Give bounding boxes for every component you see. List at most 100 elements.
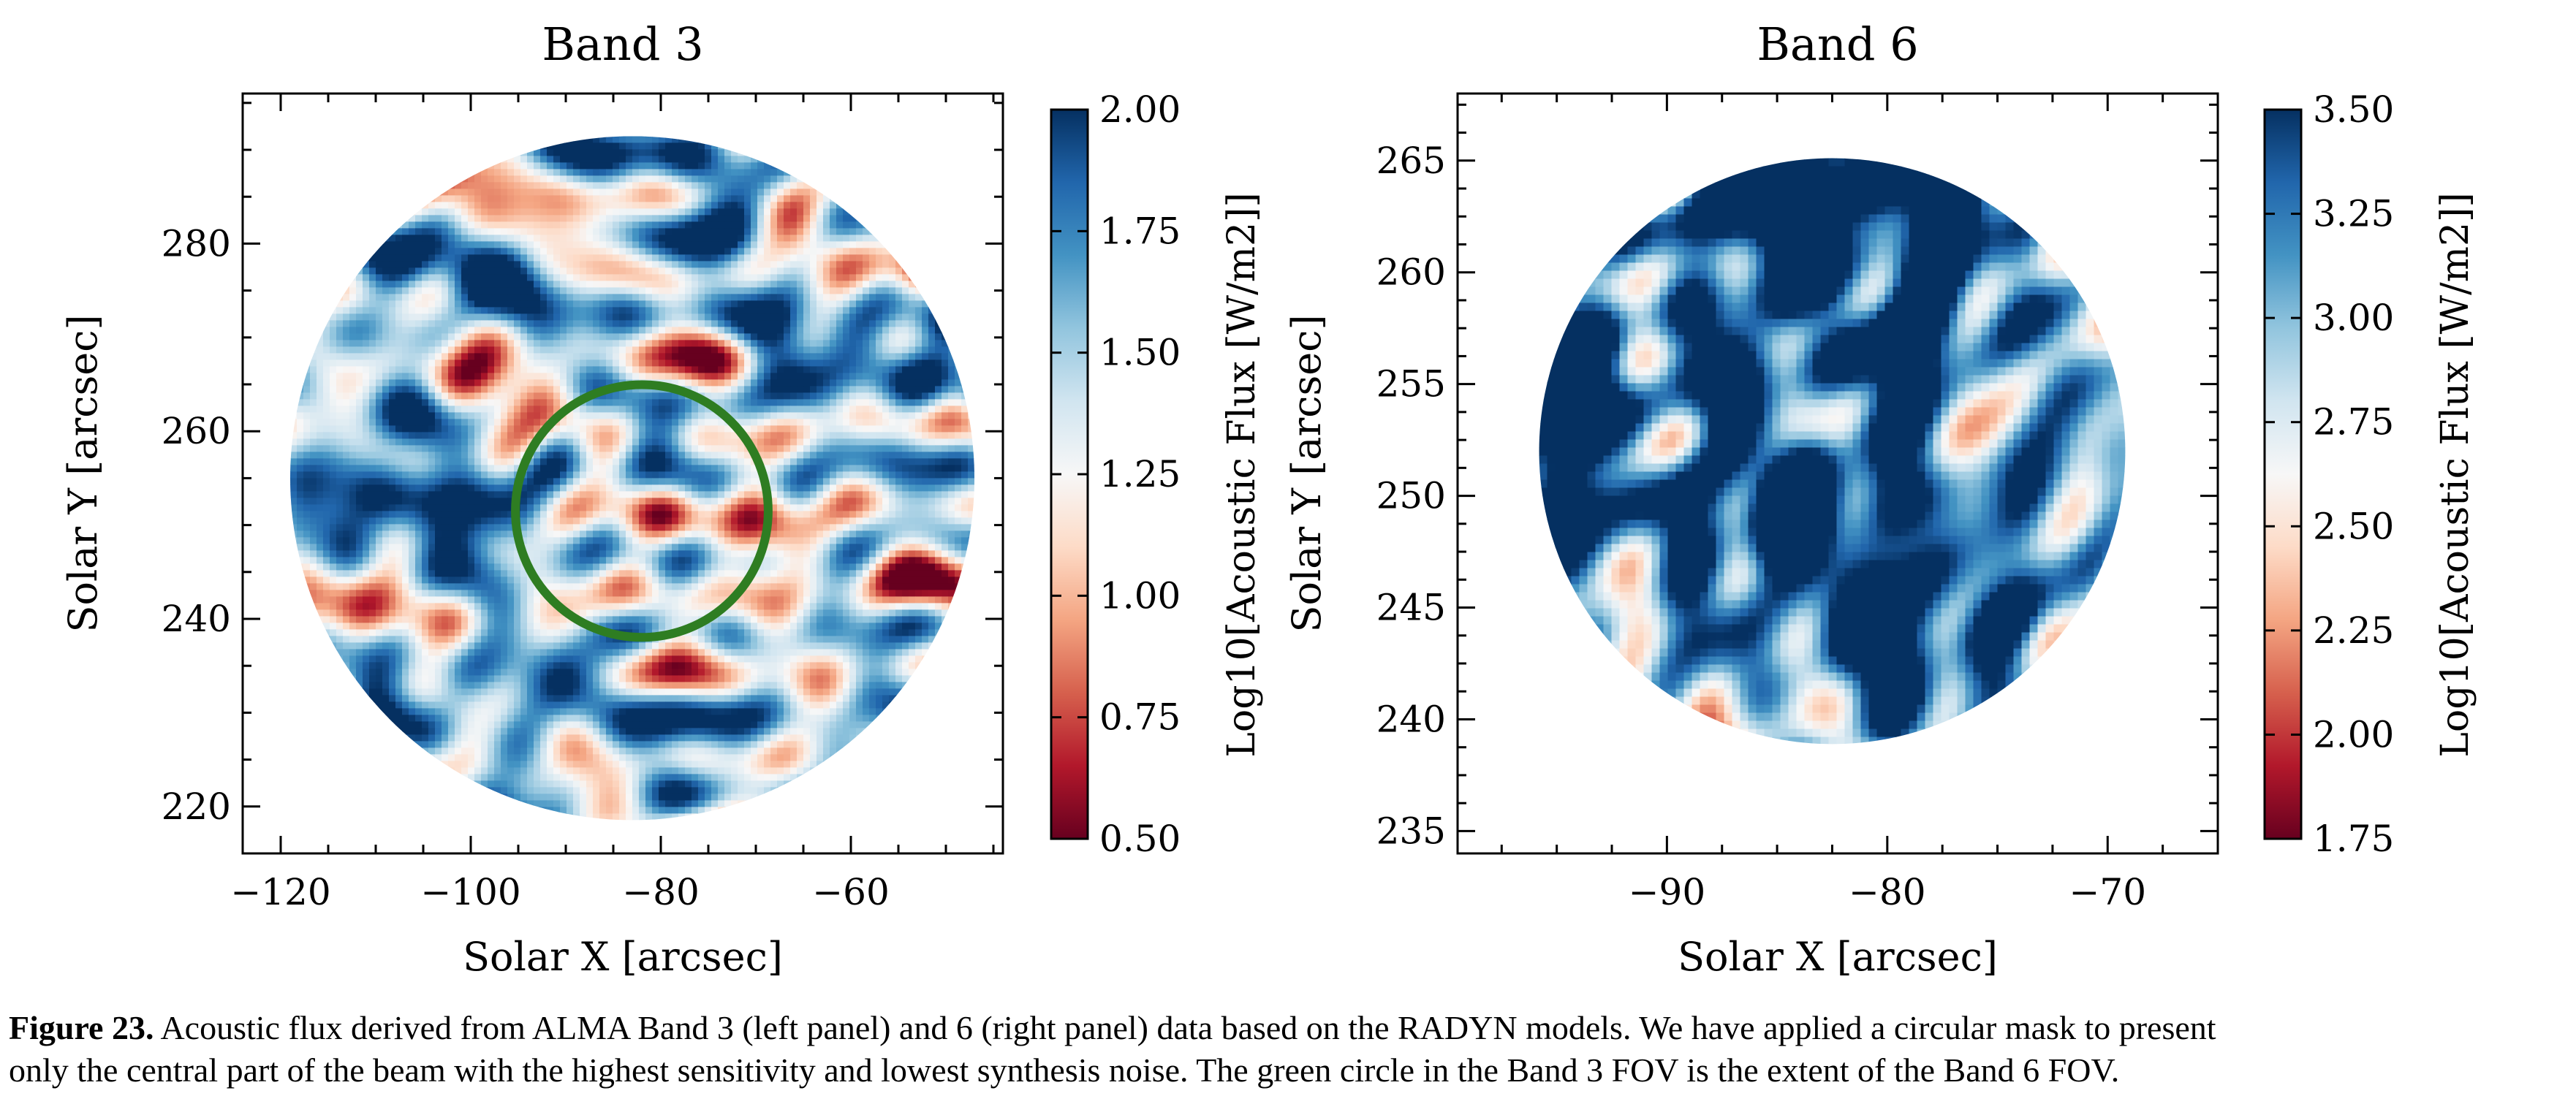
heatmap-cell (310, 419, 317, 426)
heatmap-cell (349, 327, 357, 334)
heatmap-cell (336, 504, 344, 511)
heatmap-cell (817, 419, 824, 426)
heatmap-cell (777, 478, 784, 485)
heatmap-cell (560, 313, 567, 321)
heatmap-cell (382, 320, 390, 327)
heatmap-cell (724, 221, 732, 229)
heatmap-cell (777, 307, 784, 314)
heatmap-cell (698, 136, 705, 143)
heatmap-cell (817, 366, 824, 373)
heatmap-cell (863, 281, 870, 288)
heatmap-cell (784, 208, 791, 216)
heatmap-cell (494, 432, 501, 439)
heatmap-cell (639, 241, 646, 248)
heatmap-cell (692, 287, 699, 294)
heatmap-cell (580, 320, 587, 327)
heatmap-cell (955, 432, 962, 439)
heatmap-cell (586, 235, 594, 242)
heatmap-cell (507, 379, 515, 387)
heatmap-cell (632, 412, 640, 419)
heatmap-cell (343, 379, 350, 387)
heatmap-cell (501, 399, 508, 406)
heatmap-cell (567, 142, 574, 150)
heatmap-cell (356, 478, 363, 485)
heatmap-cell (882, 425, 890, 433)
heatmap-cell (652, 313, 659, 321)
heatmap-cell (757, 432, 765, 439)
heatmap-cell (540, 399, 548, 406)
heatmap-cell (481, 182, 488, 189)
heatmap-cell (817, 195, 824, 202)
heatmap-cell (639, 313, 646, 321)
heatmap-cell (501, 438, 508, 446)
heatmap-cell (560, 221, 567, 229)
heatmap-cell (402, 379, 409, 387)
heatmap-cell (428, 373, 436, 380)
heatmap-cell (718, 215, 725, 222)
heatmap-cell (395, 346, 403, 354)
heatmap-cell (514, 189, 521, 196)
heatmap-cell (428, 254, 436, 262)
heatmap-cell (948, 406, 955, 413)
heatmap-cell (902, 287, 909, 294)
heatmap-cell (501, 406, 508, 413)
heatmap-cell (639, 281, 646, 288)
heatmap-cell (520, 386, 528, 393)
heatmap-cell (323, 333, 330, 340)
heatmap-cell (876, 511, 883, 518)
heatmap-cell (389, 399, 396, 406)
heatmap-cell (764, 419, 771, 426)
heatmap-cell (659, 412, 666, 419)
heatmap-cell (639, 491, 646, 498)
heatmap-cell (474, 313, 482, 321)
heatmap-cell (435, 228, 442, 235)
heatmap-cell (744, 162, 751, 170)
heatmap-cell (297, 419, 304, 426)
heatmap-cell (501, 346, 508, 354)
heatmap-cell (303, 452, 311, 459)
heatmap-cell (501, 320, 508, 327)
heatmap-cell (573, 419, 580, 426)
heatmap-cell (369, 478, 376, 485)
heatmap-cell (692, 504, 699, 511)
heatmap-cell (297, 406, 304, 413)
heatmap-cell (343, 281, 350, 288)
heatmap-cell (573, 162, 580, 170)
heatmap-cell (711, 392, 719, 400)
heatmap-cell (323, 406, 330, 413)
heatmap-cell (784, 274, 791, 281)
heatmap-cell (790, 261, 798, 268)
heatmap-cell (442, 353, 449, 360)
heatmap-cell (961, 498, 969, 505)
heatmap-cell (790, 491, 798, 498)
heatmap-cell (507, 169, 515, 176)
heatmap-cell (560, 346, 567, 354)
heatmap-cell (915, 386, 923, 393)
heatmap-cell (349, 386, 357, 393)
heatmap-cell (376, 438, 383, 446)
heatmap-cell (488, 221, 495, 229)
heatmap-cell (823, 399, 830, 406)
heatmap-cell (448, 221, 455, 229)
heatmap-cell (488, 412, 495, 419)
heatmap-cell (705, 281, 712, 288)
heatmap-cell (501, 465, 508, 472)
heatmap-cell (613, 346, 620, 354)
heatmap-cell (422, 202, 429, 209)
heatmap-cell (494, 392, 501, 400)
heatmap-cell (948, 366, 955, 373)
heatmap-cell (336, 340, 344, 347)
heatmap-cell (645, 412, 653, 419)
heatmap-cell (573, 202, 580, 209)
heatmap-cell (402, 327, 409, 334)
heatmap-cell (448, 432, 455, 439)
heatmap-cell (626, 241, 633, 248)
heatmap-cell (310, 386, 317, 393)
heatmap-cell (606, 175, 613, 183)
heatmap-cell (935, 406, 942, 413)
heatmap-cell (560, 189, 567, 196)
heatmap-cell (619, 353, 626, 360)
heatmap-cell (665, 149, 673, 156)
heatmap-cell (540, 353, 548, 360)
heatmap-cell (428, 379, 436, 387)
